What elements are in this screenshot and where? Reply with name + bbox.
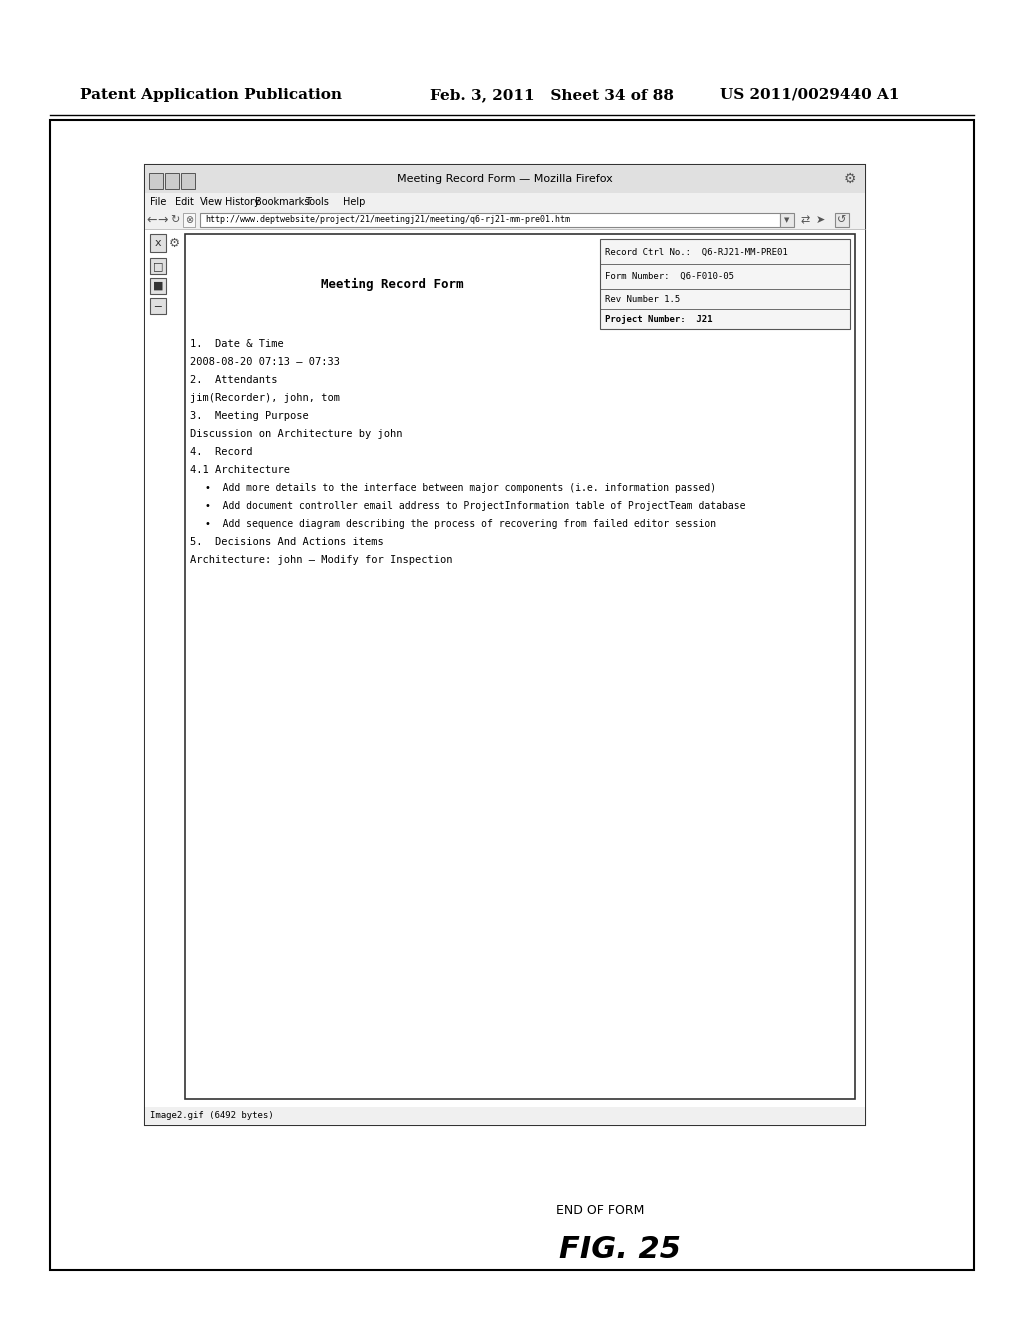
Text: ─: ─ xyxy=(155,301,162,312)
Text: Rev Number 1.5: Rev Number 1.5 xyxy=(605,294,680,304)
Text: x: x xyxy=(155,238,162,248)
Text: 3.  Meeting Purpose: 3. Meeting Purpose xyxy=(190,411,309,421)
Text: ⊗: ⊗ xyxy=(185,215,194,224)
Text: •  Add more details to the interface between major components (i.e. information : • Add more details to the interface betw… xyxy=(205,483,716,492)
Bar xyxy=(145,228,865,1125)
Text: Project Number:  J21: Project Number: J21 xyxy=(605,314,713,323)
Text: ←: ← xyxy=(146,214,158,227)
Text: Help: Help xyxy=(343,197,366,207)
Bar xyxy=(165,173,179,189)
Text: Meeting Record Form — Mozilla Firefox: Meeting Record Form — Mozilla Firefox xyxy=(397,174,613,183)
Bar xyxy=(150,173,163,189)
Text: jim(Recorder), john, tom: jim(Recorder), john, tom xyxy=(190,393,340,403)
Text: ▼: ▼ xyxy=(784,216,790,223)
Text: 1.  Date & Time: 1. Date & Time xyxy=(190,339,284,348)
Text: US 2011/0029440 A1: US 2011/0029440 A1 xyxy=(720,88,899,102)
Text: ⇄: ⇄ xyxy=(801,215,810,224)
Bar xyxy=(145,211,865,228)
Text: File: File xyxy=(150,197,166,207)
Text: View: View xyxy=(200,197,223,207)
Text: Feb. 3, 2011   Sheet 34 of 88: Feb. 3, 2011 Sheet 34 of 88 xyxy=(430,88,674,102)
Text: Form Number:  Q6-F010-05: Form Number: Q6-F010-05 xyxy=(605,272,734,281)
Text: Architecture: john – Modify for Inspection: Architecture: john – Modify for Inspecti… xyxy=(190,554,453,565)
Text: •  Add sequence diagram describing the process of recovering from failed editor : • Add sequence diagram describing the pr… xyxy=(205,519,716,529)
Bar xyxy=(145,165,865,1125)
Text: Meeting Record Form: Meeting Record Form xyxy=(322,277,464,290)
Text: 2008-08-20 07:13 – 07:33: 2008-08-20 07:13 – 07:33 xyxy=(190,356,340,367)
Bar xyxy=(150,279,166,294)
Bar xyxy=(200,213,780,227)
Text: →: → xyxy=(158,214,168,227)
Bar xyxy=(145,165,865,193)
Text: ↻: ↻ xyxy=(170,215,179,224)
Text: Edit: Edit xyxy=(175,197,194,207)
Text: Tools: Tools xyxy=(305,197,329,207)
Text: 2.  Attendants: 2. Attendants xyxy=(190,375,278,385)
Bar xyxy=(181,173,195,189)
Text: □: □ xyxy=(153,261,163,271)
Bar xyxy=(150,298,166,314)
Text: END OF FORM: END OF FORM xyxy=(556,1204,644,1217)
Bar xyxy=(150,234,166,252)
Bar xyxy=(600,239,850,329)
Text: Record Ctrl No.:  Q6-RJ21-MM-PRE01: Record Ctrl No.: Q6-RJ21-MM-PRE01 xyxy=(605,248,787,256)
Text: ↺: ↺ xyxy=(838,215,847,224)
Text: ■: ■ xyxy=(153,281,163,290)
Text: •  Add document controller email address to ProjectInformation table of ProjectT: • Add document controller email address … xyxy=(205,502,745,511)
Bar xyxy=(50,120,974,1270)
Text: Bookmarks: Bookmarks xyxy=(255,197,309,207)
Text: Image2.gif (6492 bytes): Image2.gif (6492 bytes) xyxy=(150,1111,273,1121)
Text: History: History xyxy=(225,197,260,207)
Text: FIG. 25: FIG. 25 xyxy=(559,1236,681,1265)
Text: ⚙: ⚙ xyxy=(168,236,179,249)
Text: Patent Application Publication: Patent Application Publication xyxy=(80,88,342,102)
Bar xyxy=(835,213,849,227)
Text: 5.  Decisions And Actions items: 5. Decisions And Actions items xyxy=(190,537,384,546)
Bar xyxy=(185,234,855,1100)
Bar xyxy=(145,1107,865,1125)
Bar xyxy=(183,213,195,227)
Text: 4.1 Architecture: 4.1 Architecture xyxy=(190,465,290,475)
Text: ⚙: ⚙ xyxy=(844,172,856,186)
Text: ➤: ➤ xyxy=(815,215,824,224)
Bar xyxy=(780,213,794,227)
Bar xyxy=(145,193,865,211)
Text: Discussion on Architecture by john: Discussion on Architecture by john xyxy=(190,429,402,440)
Bar xyxy=(150,257,166,275)
Text: 4.  Record: 4. Record xyxy=(190,447,253,457)
Text: http://www.deptwebsite/project/21/meetingj21/meeting/q6-rj21-mm-pre01.htm: http://www.deptwebsite/project/21/meetin… xyxy=(205,215,570,224)
